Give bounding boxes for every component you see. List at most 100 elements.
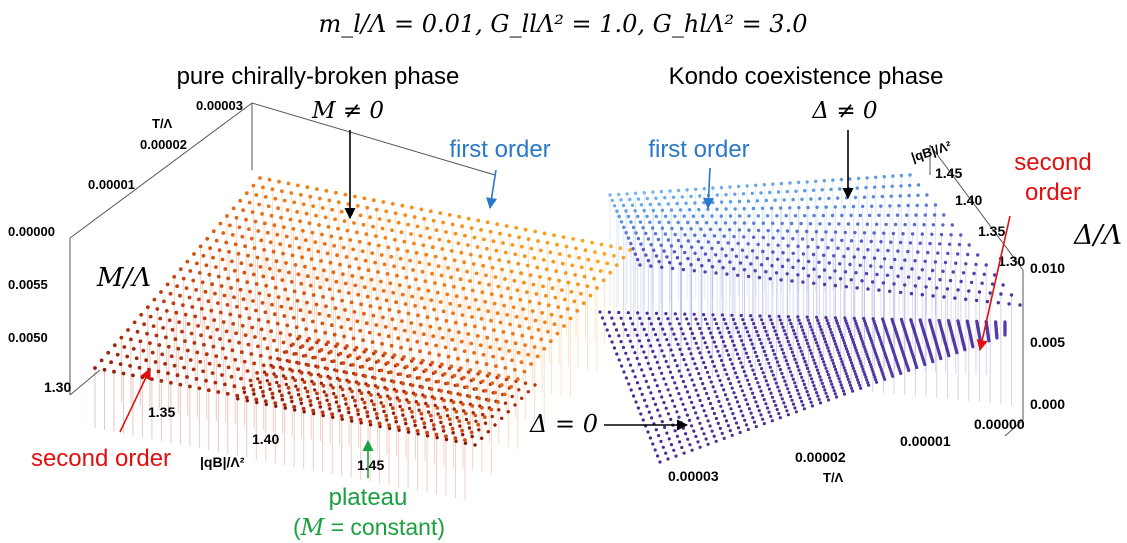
right-floor-point	[955, 351, 959, 355]
left-data-point	[313, 240, 318, 245]
left-data-point	[509, 384, 514, 389]
right-floor-point	[820, 357, 825, 361]
left-data-point	[422, 305, 427, 310]
right-floor-point	[863, 319, 867, 323]
right-floor-point	[878, 363, 882, 367]
left-data-point	[529, 246, 534, 251]
right-floor-point	[702, 432, 706, 436]
left-data-point	[480, 290, 485, 295]
right-floor-point	[861, 342, 865, 346]
left-data-point	[546, 329, 550, 334]
right-floor-point	[859, 334, 863, 338]
right-x-tick-1: 0.00001	[900, 433, 951, 449]
right-floor-point	[777, 314, 781, 318]
right-floor-point	[677, 392, 681, 396]
left-data-point	[498, 231, 502, 236]
right-floor-point	[749, 411, 753, 415]
right-floor-point	[715, 395, 719, 399]
left-data-point	[369, 366, 374, 371]
right-floor-point	[663, 425, 667, 429]
right-floor-point	[698, 445, 702, 449]
right-floor-point	[767, 337, 771, 341]
left-x-tick-3: 1.45	[357, 457, 384, 473]
left-data-point	[317, 401, 322, 405]
left-data-point	[470, 404, 475, 408]
left-data-point	[242, 359, 247, 364]
right-floor-point	[739, 409, 743, 413]
left-plateau-point	[356, 412, 360, 416]
right-floor-point	[762, 422, 766, 426]
left-data-point	[437, 353, 441, 357]
left-plateau-point	[480, 436, 484, 440]
right-data-point	[972, 271, 976, 276]
right-data-point	[918, 241, 922, 245]
right-floor-point	[744, 351, 749, 355]
left-data-point	[506, 286, 510, 291]
right-floor-point	[806, 318, 811, 322]
left-data-point	[581, 301, 586, 306]
right-data-point	[931, 294, 935, 298]
right-box-frame	[929, 144, 1024, 437]
right-floor-point	[854, 372, 858, 376]
right-floor-point	[641, 418, 645, 422]
left-data-point	[374, 323, 379, 327]
left-data-point	[567, 254, 572, 258]
left-data-point	[228, 223, 232, 228]
left-data-point	[312, 382, 316, 386]
right-floor-point	[825, 318, 829, 323]
right-x-tick-3: 0.00003	[668, 468, 719, 484]
right-data-point	[654, 214, 658, 219]
right-floor-point	[858, 383, 862, 387]
left-data-point	[317, 223, 321, 227]
left-data-point	[361, 338, 365, 343]
right-data-point	[833, 205, 837, 209]
left-data-point	[436, 264, 441, 268]
right-floor-point	[836, 374, 840, 378]
left-data-point	[312, 266, 317, 271]
right-floor-point	[830, 382, 834, 386]
right-floor-point	[673, 358, 677, 363]
left-data-point	[216, 390, 221, 394]
left-data-point	[181, 303, 185, 307]
right-floor-point	[666, 317, 670, 321]
left-data-point	[246, 253, 250, 258]
left-data-point	[339, 325, 344, 329]
right-data-point	[938, 242, 942, 246]
left-data-point	[165, 282, 170, 287]
left-data-point	[233, 357, 238, 362]
left-dots	[93, 176, 632, 447]
right-floor-point	[765, 333, 770, 337]
left-data-point	[209, 308, 214, 313]
left-ylabel: T/Λ	[152, 116, 173, 131]
right-floor-point	[823, 388, 827, 392]
left-data-point	[389, 343, 394, 348]
left-data-point	[301, 228, 305, 233]
left-data-point	[188, 269, 193, 273]
left-plateau-point	[347, 410, 351, 415]
left-data-point	[265, 257, 269, 262]
left-plateau-point	[319, 381, 324, 385]
left-data-point	[109, 360, 113, 365]
left-data-point	[415, 428, 420, 433]
left-data-point	[482, 237, 486, 242]
left-data-point	[296, 183, 300, 188]
right-floor-point	[686, 437, 690, 441]
right-floor-point	[629, 388, 633, 392]
left-data-point	[215, 327, 220, 332]
right-data-point	[738, 214, 742, 218]
right-floor-point	[685, 413, 690, 417]
left-data-point	[579, 291, 583, 296]
left-second-order-arrow	[119, 367, 151, 433]
left-plateau-point	[425, 434, 430, 438]
right-data-point	[756, 214, 761, 218]
left-data-point	[250, 325, 255, 330]
right-floor-point	[598, 310, 602, 314]
right-floor-point	[776, 336, 780, 340]
left-data-point	[456, 241, 461, 246]
right-floor-point	[698, 326, 702, 331]
right-data-point	[670, 266, 675, 271]
right-floor-point	[837, 377, 841, 381]
right-data-point	[930, 232, 934, 236]
left-data-point	[434, 343, 438, 348]
right-floor-point	[679, 327, 683, 331]
